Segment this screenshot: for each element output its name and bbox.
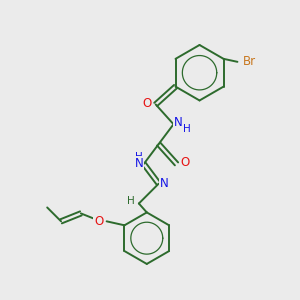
Text: H: H <box>127 196 135 206</box>
Text: H: H <box>135 152 143 162</box>
Text: H: H <box>182 124 190 134</box>
Text: O: O <box>181 156 190 170</box>
Text: N: N <box>134 158 143 170</box>
Text: N: N <box>160 177 169 190</box>
Text: Br: Br <box>243 55 256 68</box>
Text: N: N <box>174 116 183 129</box>
Text: O: O <box>142 97 152 110</box>
Text: O: O <box>94 215 103 228</box>
